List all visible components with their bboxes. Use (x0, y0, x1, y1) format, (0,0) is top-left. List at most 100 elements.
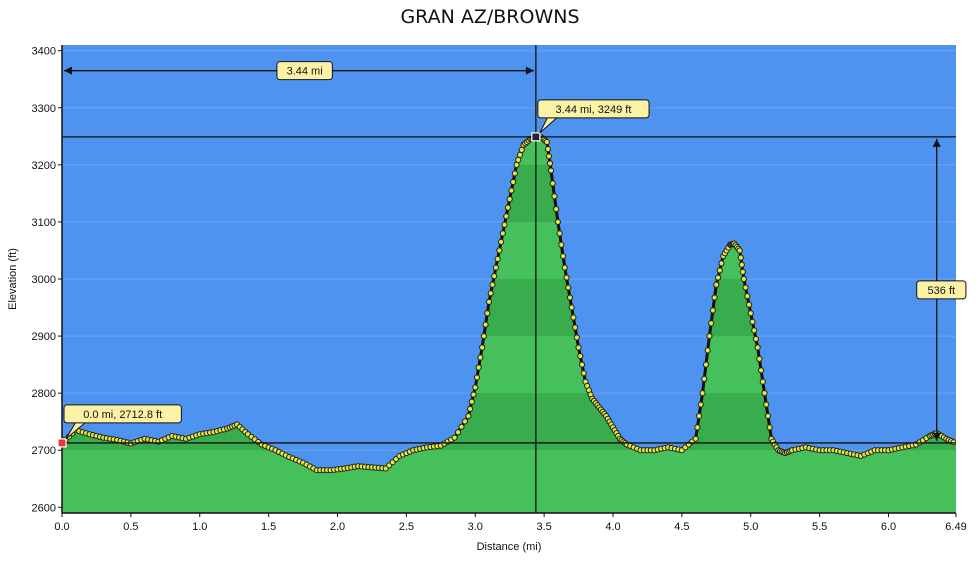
track-point (697, 401, 704, 408)
track-point (759, 378, 766, 385)
track-point (501, 221, 508, 228)
distance-callout-text: 3.44 mi (287, 66, 323, 78)
y-tick-label: 3100 (32, 217, 56, 229)
track-point (713, 281, 720, 288)
track-point (558, 241, 565, 248)
track-point (504, 204, 512, 211)
track-point (480, 332, 487, 340)
track-point (475, 364, 482, 371)
track-point (563, 274, 570, 281)
track-point (458, 423, 465, 430)
x-tick-label: 5.0 (743, 521, 758, 533)
track-point (704, 347, 711, 354)
track-point (709, 307, 716, 314)
y-tick-label: 2600 (32, 502, 56, 514)
arrow-head-up (932, 138, 941, 147)
x-tick-label: 0.0 (54, 521, 69, 533)
track-point (499, 230, 506, 237)
track-point (570, 314, 577, 321)
track-point (515, 156, 522, 163)
y-tick-label: 3000 (32, 274, 56, 286)
track-point (479, 344, 486, 351)
track-point (549, 180, 556, 187)
track-point (744, 293, 751, 300)
track-point (578, 361, 586, 368)
track-point (543, 138, 550, 146)
track-point (761, 390, 768, 397)
x-tick-label: 6.0 (881, 521, 896, 533)
track-point (950, 439, 956, 446)
track-point (718, 260, 725, 267)
distance-callout: 3.44 mi (276, 61, 333, 81)
peak-callout-text: 3.44 mi, 3249 ft (556, 104, 632, 116)
y-tick-label: 2900 (32, 331, 56, 343)
track-point (451, 434, 458, 441)
y-axis-label: Elevation (ft) (7, 248, 19, 310)
track-point (506, 195, 513, 203)
track-point (559, 253, 567, 260)
track-point (513, 161, 520, 168)
track-point (496, 247, 503, 254)
track-point (551, 193, 558, 200)
track-point (477, 354, 484, 361)
x-tick-label: 5.5 (812, 521, 827, 533)
track-point (511, 170, 518, 177)
x-tick-label: 6.49 (945, 521, 966, 533)
track-point (739, 268, 746, 275)
track-point (766, 424, 773, 431)
track-point (711, 294, 718, 301)
distance-callout-box (276, 61, 333, 81)
track-point (484, 310, 491, 317)
track-point (749, 318, 756, 325)
y-tick-label: 3300 (32, 103, 56, 115)
track-point (468, 398, 475, 405)
track-point (736, 247, 743, 254)
track-point (694, 424, 701, 431)
y-tick-label: 2700 (32, 445, 56, 457)
track-markers (62, 133, 956, 474)
peak-point-marker (531, 132, 541, 142)
x-tick-label: 2.5 (399, 521, 414, 533)
track-point (465, 412, 472, 420)
track-point (503, 213, 510, 220)
track-point (754, 344, 761, 351)
peak-callout: 3.44 mi, 3249 ft (537, 99, 650, 134)
track-point (546, 160, 554, 167)
track-point (547, 167, 555, 174)
x-tick-label: 4.5 (674, 521, 689, 533)
track-point (752, 335, 760, 343)
arrow-head-left (64, 66, 72, 75)
track-point (701, 375, 708, 382)
track-point (745, 301, 753, 308)
track-point (454, 429, 462, 436)
track-point (556, 230, 563, 237)
track-point (473, 374, 481, 381)
track-point (554, 218, 562, 226)
track-point (714, 274, 722, 281)
track-point (472, 384, 479, 391)
track-point (716, 267, 723, 274)
track-point (575, 344, 582, 351)
track-point (706, 332, 713, 340)
y-tick-label: 2800 (32, 388, 56, 400)
track-point (568, 304, 575, 311)
track-point (747, 310, 754, 317)
x-tick-label: 3.0 (468, 521, 483, 533)
track-point (692, 435, 699, 442)
x-tick-label: 3.5 (536, 521, 551, 533)
track-point (566, 294, 574, 301)
track-point (572, 324, 579, 331)
x-tick-label: 4.0 (605, 521, 620, 533)
x-axis-label: Distance (mi) (477, 541, 542, 553)
gain-callout-text: 536 ft (928, 285, 956, 297)
track-point (491, 273, 498, 280)
gain-callout: 536 ft (916, 280, 967, 300)
track-point (561, 264, 568, 271)
track-point (461, 418, 469, 425)
track-point (702, 361, 710, 368)
track-point (740, 275, 747, 283)
annotations: 0.0 mi, 2712.8 ft 3.44 mi, 3249 ft 3.44 mi… (57, 45, 967, 513)
arrow-head-right (525, 66, 534, 75)
track-point (545, 153, 553, 160)
